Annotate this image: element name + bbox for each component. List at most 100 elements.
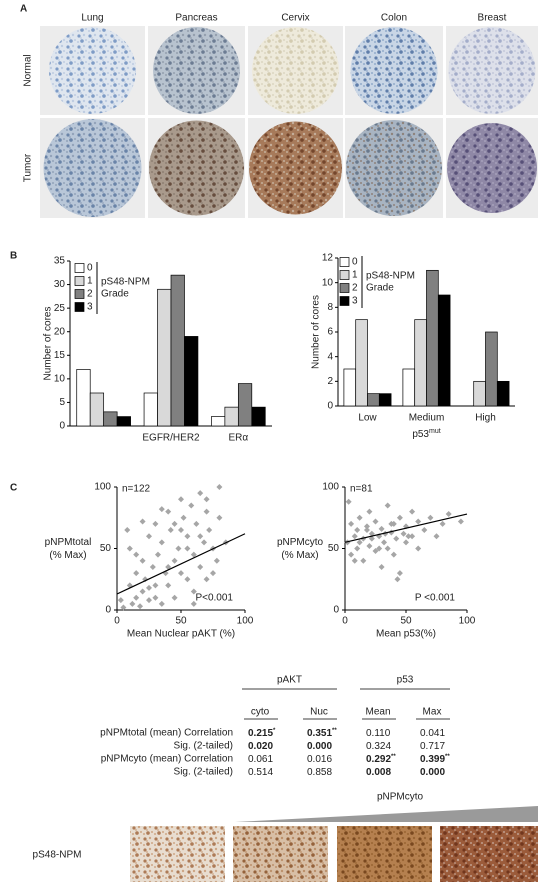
legend-title: Grade [101, 289, 129, 300]
legend-swatch [339, 283, 350, 293]
bar [157, 288, 172, 427]
column-header: Breast [478, 13, 507, 24]
cell-value: 0.215 [248, 728, 273, 739]
legend-swatch [74, 302, 85, 312]
x-tick-label: Low [358, 413, 377, 424]
legend-swatch [74, 289, 85, 299]
legend-swatch [74, 276, 85, 286]
cell-sup: ** [445, 754, 450, 760]
y-tick-label: 35 [54, 256, 66, 267]
point [175, 545, 182, 552]
table-cell: 0.020 [248, 741, 273, 752]
point [165, 508, 172, 515]
cell-value: 0.016 [307, 754, 332, 765]
row-header: Normal [23, 54, 34, 86]
row-label: Sig. (2-tailed) [174, 767, 233, 778]
tissue-core [249, 121, 342, 215]
y-tick-label: 6 [327, 327, 333, 338]
bar [367, 393, 380, 407]
point [171, 557, 178, 564]
table-cell: 0.110 [366, 728, 391, 739]
point [165, 563, 172, 570]
point [409, 533, 416, 540]
x-axis-label: p53mut [412, 428, 440, 440]
y-tick-label: 12 [322, 253, 334, 264]
point [415, 518, 422, 525]
legend-label: 2 [352, 283, 358, 294]
tissue-core [447, 123, 537, 213]
bar [224, 406, 239, 427]
panel-label: C [10, 483, 17, 494]
point [415, 545, 422, 552]
point [376, 545, 383, 552]
point [396, 514, 403, 521]
point [394, 576, 401, 583]
legend-swatch [339, 270, 350, 280]
x-tick-label: 100 [459, 616, 476, 627]
point [372, 547, 379, 554]
point [184, 533, 191, 540]
cell-value: 0.514 [248, 767, 273, 778]
bar [184, 336, 199, 427]
bar [251, 406, 266, 427]
table-cell: 0.016 [307, 754, 332, 765]
point [152, 582, 159, 589]
point [190, 551, 197, 558]
column-header: Max [423, 707, 442, 718]
point [188, 502, 195, 509]
point [139, 518, 146, 525]
point [366, 543, 373, 550]
point [171, 594, 178, 601]
y-tick-label: 20 [54, 326, 66, 337]
y-tick-label: 0 [59, 421, 65, 432]
point [201, 539, 208, 546]
point [210, 570, 216, 577]
point [167, 527, 174, 534]
panel-label: B [10, 251, 17, 262]
y-axis-label: pNPMcyto [277, 537, 324, 548]
bar [170, 274, 185, 427]
row-label: Sig. (2-tailed) [174, 741, 233, 752]
x-tick-label: 0 [114, 616, 120, 627]
x-axis-label: Mean p53(%) [376, 629, 436, 640]
y-tick-label: 100 [94, 482, 111, 493]
y-tick-label: 5 [59, 397, 65, 408]
point [133, 551, 140, 558]
point [184, 545, 191, 552]
point [348, 551, 355, 558]
point [356, 539, 363, 546]
y-tick-label: 50 [328, 543, 340, 554]
table-cell: 0.000 [307, 741, 332, 752]
bar [237, 383, 253, 427]
bar [437, 294, 451, 407]
y-tick-label: 4 [327, 351, 333, 362]
annotation: n=81 [350, 484, 373, 495]
table-cell: 0.514 [248, 767, 273, 778]
y-tick-label: 10 [54, 373, 66, 384]
legend-swatch [339, 296, 350, 306]
point [409, 508, 416, 515]
group-header: p53 [397, 675, 414, 686]
cell-value: 0.000 [307, 741, 332, 752]
point [378, 563, 385, 570]
point [133, 570, 140, 577]
point [142, 576, 149, 583]
x-axis-label-sup: mut [429, 428, 441, 435]
cell-value: 0.000 [420, 767, 445, 778]
point [427, 514, 434, 521]
cell-value: 0.292 [366, 754, 391, 765]
point [354, 545, 361, 552]
point [152, 594, 159, 601]
point [178, 527, 184, 534]
tissue-core [153, 27, 240, 114]
bar [76, 369, 91, 427]
cell-value: 0.041 [420, 728, 445, 739]
point [197, 490, 204, 497]
point [152, 520, 159, 527]
point [345, 498, 352, 505]
cell-value: 0.717 [420, 741, 445, 752]
row-label: pNPMcyto (mean) Correlation [101, 754, 233, 765]
y-tick-label: 0 [105, 605, 111, 616]
cell-value: 0.110 [366, 728, 391, 739]
